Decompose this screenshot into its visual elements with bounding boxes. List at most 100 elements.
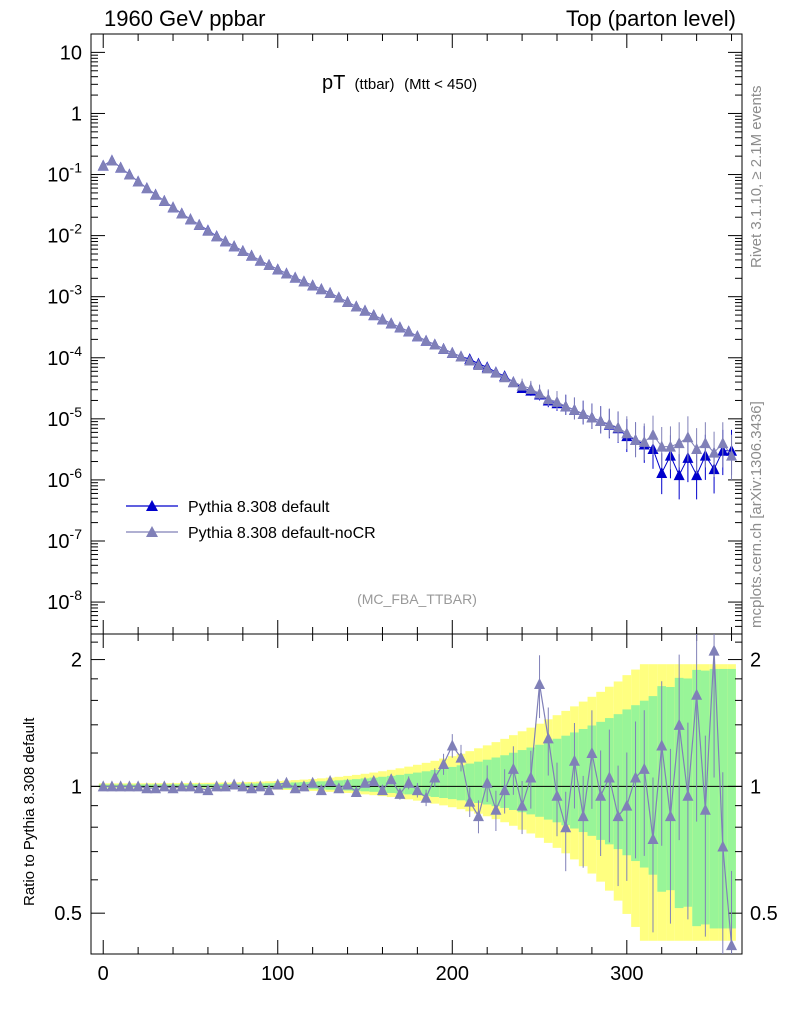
point-nocr <box>184 213 196 225</box>
ratio-point <box>211 780 223 792</box>
ratio-point <box>455 751 467 763</box>
ratio-band-green <box>456 765 466 801</box>
ratio-point <box>298 780 310 792</box>
point-nocr <box>254 254 266 266</box>
point-nocr <box>298 275 310 287</box>
point-nocr <box>158 194 170 206</box>
ratio-band-green <box>727 668 736 929</box>
point-nocr <box>115 161 127 173</box>
y-tick-label: 10-3 <box>47 282 82 309</box>
point-nocr <box>359 304 371 316</box>
ratio-point <box>150 782 162 794</box>
point-nocr <box>464 354 476 366</box>
point-nocr <box>595 415 607 427</box>
point-nocr <box>603 418 615 430</box>
point-nocr <box>726 449 738 461</box>
ratio-point <box>446 739 458 751</box>
point-nocr <box>132 175 144 187</box>
ratio-point <box>525 771 537 783</box>
ratio-point <box>472 810 484 822</box>
main-series <box>97 154 738 500</box>
point-nocr <box>673 437 685 449</box>
point-nocr <box>202 224 214 236</box>
ratio-y-tick-label: 2 <box>71 650 82 672</box>
point-nocr <box>385 317 397 329</box>
point-nocr <box>568 403 580 415</box>
ratio-point <box>420 791 432 803</box>
ratio-band-green <box>561 735 571 826</box>
ratio-point <box>499 784 511 796</box>
ratio-point <box>176 780 188 792</box>
ratio-point <box>490 803 502 815</box>
y-tick-label: 10 <box>60 42 82 64</box>
ratio-point <box>237 780 249 792</box>
point-nocr <box>106 154 118 166</box>
ratio-band-green <box>474 761 483 803</box>
point-nocr <box>211 230 223 242</box>
ratio-point <box>464 795 476 807</box>
point-nocr <box>481 362 493 374</box>
analysis-label: (MC_FBA_TTBAR) <box>357 591 477 607</box>
ratio-point <box>141 782 153 794</box>
point-nocr <box>272 263 284 275</box>
legend: Pythia 8.308 default Pythia 8.308 defaul… <box>126 499 376 542</box>
ratio-point <box>376 784 388 796</box>
ratio-band-green <box>491 757 501 807</box>
ratio-point <box>368 774 380 786</box>
point-nocr <box>376 313 388 325</box>
point-nocr <box>429 338 441 350</box>
ratio-point <box>673 718 685 730</box>
ratio-panel-frame <box>90 633 743 955</box>
point-nocr <box>656 440 668 452</box>
ratio-point <box>699 803 711 815</box>
point-nocr <box>97 159 109 171</box>
ratio-point <box>551 789 563 801</box>
ratio-point <box>612 810 624 822</box>
ratio-point <box>184 780 196 792</box>
plot-title: pT (ttbar) (Mtt < 450) <box>322 72 477 94</box>
ratio-band-green <box>351 779 361 791</box>
ratio-point <box>289 782 301 794</box>
point-nocr <box>717 437 729 449</box>
point-nocr <box>368 309 380 321</box>
ratio-point <box>481 776 493 788</box>
ratio-point <box>630 771 642 783</box>
ratio-point <box>219 780 231 792</box>
ratio-point <box>560 821 572 833</box>
point-nocr <box>507 376 519 388</box>
ratio-point <box>534 677 546 689</box>
point-nocr <box>420 334 432 346</box>
legend-label-nocr: Pythia 8.308 default-noCR <box>188 525 376 542</box>
ratio-point <box>586 747 598 759</box>
ratio-point <box>717 840 729 852</box>
ratio-point <box>708 644 720 656</box>
point-nocr <box>193 218 205 230</box>
ratio-point <box>280 776 292 788</box>
ratio-y-tick-label-right: 0.5 <box>750 903 778 925</box>
x-tick-label: 300 <box>610 963 643 985</box>
point-nocr <box>612 421 624 433</box>
ratio-point <box>307 776 319 788</box>
ratio-point <box>315 784 327 796</box>
ratio-point <box>638 762 650 774</box>
point-nocr <box>647 428 659 440</box>
point-nocr <box>246 249 258 261</box>
ratio-band-green <box>386 775 396 793</box>
point-nocr <box>490 366 502 378</box>
ratio-point <box>132 780 144 792</box>
ratio-point <box>656 739 668 751</box>
ratio-point <box>115 780 127 792</box>
y-tick-label: 10-2 <box>47 221 82 248</box>
point-nocr <box>237 244 249 256</box>
ratio-band-green <box>465 763 475 802</box>
point-nocr <box>228 240 240 252</box>
ratio-point <box>438 758 450 770</box>
point-nocr <box>664 440 676 452</box>
ratio-point <box>324 774 336 786</box>
ratio-point <box>167 782 179 794</box>
y-tick-label: 10-6 <box>47 465 82 492</box>
point-nocr <box>682 431 694 443</box>
point-nocr <box>263 259 275 271</box>
y-tick-label: 1 <box>71 103 82 125</box>
